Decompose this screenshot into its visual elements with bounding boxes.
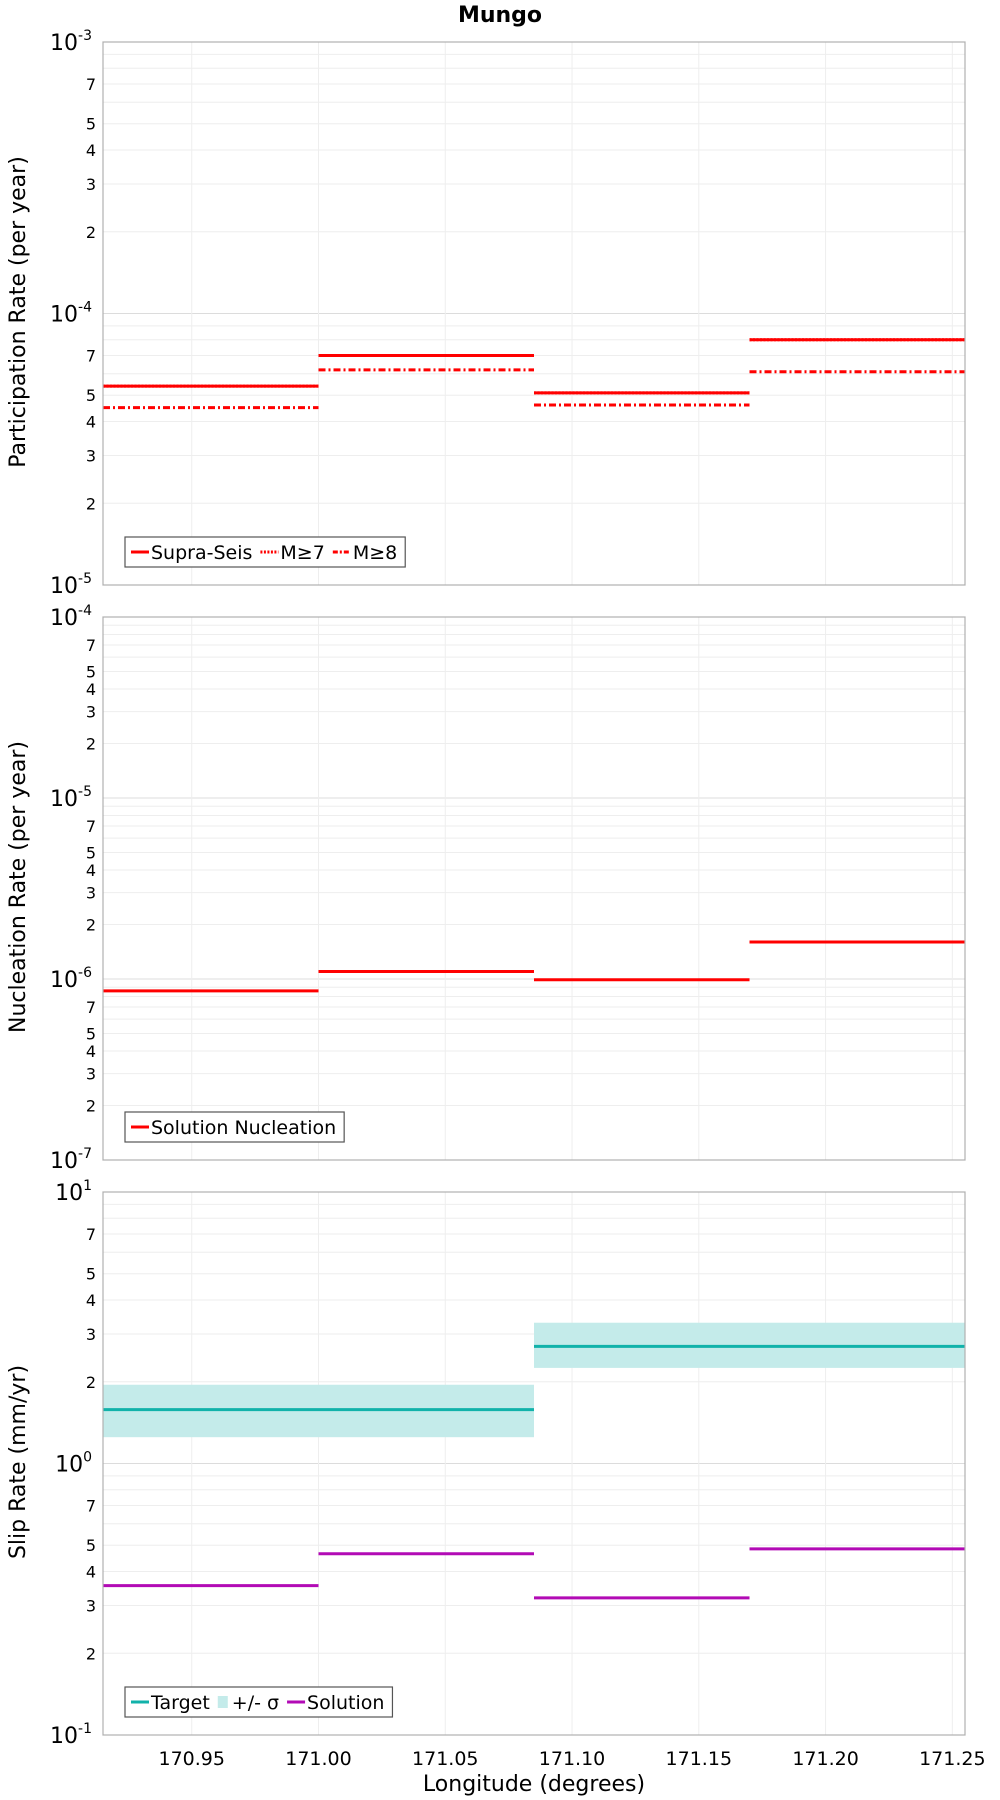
y-tick-label: 10-3 <box>50 28 92 56</box>
y-minor-tick-label: 5 <box>86 1536 96 1555</box>
y-minor-tick-label: 3 <box>86 446 96 465</box>
y-tick-label: 10-5 <box>50 571 92 599</box>
plot-frame <box>102 616 966 1161</box>
y-tick-label: 101 <box>55 1178 92 1206</box>
legend-entry: Solution Nucleation <box>151 1117 336 1139</box>
chart-title: Mungo <box>458 3 542 28</box>
y-tick-label: 10-1 <box>50 1721 92 1749</box>
x-tick-label: 171.10 <box>539 1748 605 1770</box>
x-tick-label: 171.20 <box>792 1748 858 1770</box>
legend-slip-rate: Target +/- σ Solution <box>124 1686 394 1718</box>
y-tick-label: 10-5 <box>50 784 92 812</box>
y-minor-tick-label: 4 <box>86 141 96 160</box>
plot-frame <box>102 1191 966 1736</box>
y-minor-tick-label: 2 <box>86 735 96 754</box>
y-minor-tick-label: 4 <box>86 680 96 699</box>
x-tick-label: 171.15 <box>666 1748 732 1770</box>
y-minor-tick-label: 3 <box>86 1596 96 1615</box>
y-minor-tick-label: 3 <box>86 1325 96 1344</box>
x-tick-label: 171.25 <box>919 1748 985 1770</box>
x-tick-label: 170.95 <box>158 1748 224 1770</box>
y-minor-tick-label: 5 <box>86 843 96 862</box>
y-tick-label: 10-7 <box>50 1146 92 1174</box>
y-minor-tick-label: 4 <box>86 861 96 880</box>
legend-nucleation: Solution Nucleation <box>124 1111 345 1143</box>
y-minor-tick-label: 4 <box>86 1563 96 1582</box>
legend-entry: Supra-Seis <box>151 542 252 564</box>
legend-entry: Target <box>150 1692 210 1714</box>
y-minor-tick-label: 2 <box>86 494 96 513</box>
y-minor-tick-label: 7 <box>86 817 96 836</box>
legend-entry: +/- σ <box>232 1692 279 1714</box>
legend-participation: Supra-Seis M≥7 M≥8 <box>124 536 406 568</box>
y-tick-label: 100 <box>55 1450 92 1478</box>
y-minor-tick-label: 2 <box>86 1644 96 1663</box>
y-minor-tick-label: 5 <box>86 386 96 405</box>
y-minor-tick-label: 3 <box>86 175 96 194</box>
y-minor-tick-label: 2 <box>86 1373 96 1392</box>
y-minor-tick-label: 5 <box>86 662 96 681</box>
legend-box <box>124 1686 394 1718</box>
y-minor-tick-label: 5 <box>86 1265 96 1284</box>
y-minor-tick-label: 7 <box>86 75 96 94</box>
y-tick-label: 10-6 <box>50 965 92 993</box>
y-minor-tick-label: 2 <box>86 223 96 242</box>
y-minor-tick-label: 7 <box>86 1225 96 1244</box>
legend-box <box>124 1111 345 1143</box>
y-minor-tick-label: 3 <box>86 703 96 722</box>
legend-entry: M≥8 <box>353 542 397 564</box>
y-tick-label: 10-4 <box>50 603 92 631</box>
x-axis-label: Longitude (degrees) <box>423 1772 645 1797</box>
y-axis-label-nucleation: Nucleation Rate (per year) <box>6 741 31 1033</box>
y-minor-tick-label: 7 <box>86 1497 96 1516</box>
y-minor-tick-label: 7 <box>86 347 96 366</box>
y-minor-tick-label: 4 <box>86 413 96 432</box>
y-minor-tick-label: 4 <box>86 1291 96 1310</box>
legend-entry: Solution <box>307 1692 384 1714</box>
y-axis-label-slip-rate: Slip Rate (mm/yr) <box>6 1365 31 1559</box>
y-minor-tick-label: 2 <box>86 1097 96 1116</box>
nucleation-rate-panel: 10-72345710-62345710-52345710-4Solution … <box>50 603 966 1174</box>
x-tick-label: 171.00 <box>285 1748 351 1770</box>
y-minor-tick-label: 3 <box>86 884 96 903</box>
plot-area-nucleation <box>103 617 965 1160</box>
y-minor-tick-label: 3 <box>86 1065 96 1084</box>
y-minor-tick-label: 4 <box>86 1042 96 1061</box>
y-minor-tick-label: 7 <box>86 636 96 655</box>
slip-rate-panel: 10-1 2 3 4 5 7 100 2 3 4 5 7 101 170.95 171.00 171.05 17… <box>50 1178 986 1770</box>
legend-entry: M≥7 <box>280 542 324 564</box>
x-tick-label: 171.05 <box>412 1748 478 1770</box>
y-minor-tick-label: 5 <box>86 115 96 134</box>
y-minor-tick-label: 2 <box>86 916 96 935</box>
y-tick-label: 10-4 <box>50 300 92 328</box>
y-minor-tick-label: 7 <box>86 998 96 1017</box>
legend-swatch <box>217 1696 228 1708</box>
plot-frame <box>102 41 966 586</box>
y-axis-label-participation: Participation Rate (per year) <box>6 156 31 468</box>
y-minor-tick-label: 5 <box>86 1024 96 1043</box>
participation-rate-panel: 10-5 2 3 4 5 7 10-4 2 3 4 5 7 10-3 Supra-Seis M≥7 M≥8 <box>50 28 966 599</box>
